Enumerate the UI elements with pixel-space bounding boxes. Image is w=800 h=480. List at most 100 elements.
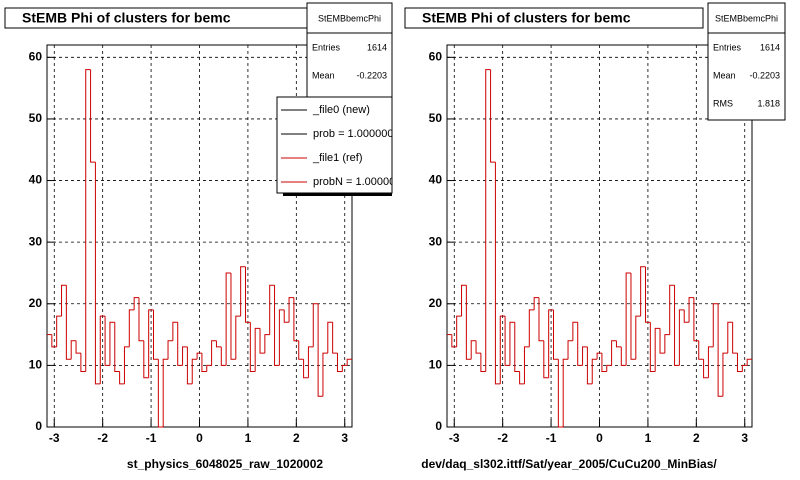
x-tick-label: -3 bbox=[49, 431, 60, 445]
histogram-bin bbox=[567, 340, 573, 360]
histogram-bin bbox=[104, 316, 110, 366]
histogram-bin bbox=[51, 334, 57, 348]
histogram-bin bbox=[727, 321, 733, 354]
histogram-bin bbox=[80, 353, 86, 373]
x-tick-label: 3 bbox=[341, 431, 348, 445]
y-tick-label: 30 bbox=[429, 234, 443, 248]
x-tick-label: 1 bbox=[245, 431, 252, 445]
histogram-bin bbox=[269, 284, 275, 335]
histogram-bin bbox=[307, 346, 314, 378]
histogram-bin bbox=[538, 297, 544, 342]
legend-label: _file1 (ref) bbox=[312, 152, 363, 164]
histogram-bin bbox=[494, 162, 501, 385]
histogram-bin bbox=[283, 309, 290, 323]
x-tick-label: 1 bbox=[645, 431, 652, 445]
y-tick-label: 40 bbox=[429, 173, 443, 187]
histogram-bin bbox=[461, 284, 467, 317]
histogram-bin bbox=[332, 322, 338, 354]
stats-label: RMS bbox=[713, 98, 733, 108]
histogram-bin bbox=[167, 340, 173, 360]
x-axis-label: dev/daq_sl302.ittf/Sat/year_2005/CuCu200… bbox=[421, 457, 717, 471]
histogram-bin bbox=[322, 352, 328, 397]
histogram-bin bbox=[186, 346, 193, 385]
y-tick-label: 20 bbox=[29, 296, 43, 310]
histogram-bin bbox=[606, 364, 612, 372]
histogram-bin bbox=[674, 285, 680, 366]
histogram-bin bbox=[114, 322, 120, 373]
x-tick-label: -1 bbox=[546, 431, 557, 445]
histogram-bin bbox=[148, 309, 154, 378]
stats-name: StEMBbemcPhi bbox=[715, 13, 778, 23]
y-tick-label: 50 bbox=[29, 111, 43, 125]
histogram-bin bbox=[278, 309, 285, 366]
histogram-bin bbox=[741, 364, 748, 372]
histogram-bin bbox=[61, 284, 67, 317]
stats-box bbox=[707, 2, 786, 121]
x-tick-label: 2 bbox=[293, 431, 300, 445]
histogram-bin bbox=[133, 297, 139, 310]
stats-label: Entries bbox=[312, 42, 341, 52]
histogram-bin bbox=[601, 353, 607, 373]
histogram-bin bbox=[722, 352, 728, 397]
histogram-bin bbox=[119, 371, 125, 385]
histogram-bin bbox=[153, 309, 159, 360]
histogram-bin bbox=[162, 358, 169, 427]
histogram-bin bbox=[557, 359, 564, 428]
histogram-bin bbox=[191, 358, 198, 384]
histogram-bin bbox=[336, 353, 343, 373]
histogram-bin bbox=[235, 315, 241, 360]
histogram-bin bbox=[582, 346, 588, 366]
histogram-bin bbox=[611, 340, 617, 366]
histogram-bin bbox=[70, 340, 77, 360]
stats-label: Entries bbox=[713, 42, 742, 52]
histogram-bin bbox=[625, 272, 631, 366]
legend: _file0 (new) prob = 1.000000 _file1 (ref) p… bbox=[281, 104, 392, 188]
histogram-bin bbox=[509, 321, 515, 366]
histogram-bin bbox=[630, 272, 636, 360]
histogram-bin bbox=[317, 303, 323, 397]
histogram-bin bbox=[519, 371, 525, 385]
stats-value: 1614 bbox=[367, 42, 387, 52]
histogram-bin bbox=[303, 359, 309, 379]
histogram-bin bbox=[182, 346, 188, 366]
histogram-bin bbox=[732, 322, 738, 354]
histogram-bin bbox=[312, 303, 319, 347]
histogram-bin bbox=[244, 266, 251, 323]
histogram-bin bbox=[123, 346, 130, 384]
histogram-bin bbox=[698, 340, 704, 360]
y-tick-label: 50 bbox=[429, 111, 443, 125]
histogram-bin bbox=[249, 322, 256, 373]
stats-value: 1.818 bbox=[757, 98, 780, 108]
y-tick-label: 60 bbox=[29, 49, 43, 63]
y-tick-label: 10 bbox=[29, 358, 43, 372]
histogram-bin bbox=[504, 316, 510, 366]
y-tick-label: 60 bbox=[429, 49, 443, 63]
histogram-bin bbox=[240, 266, 246, 317]
x-tick-label: -1 bbox=[146, 431, 157, 445]
histogram-bin bbox=[514, 322, 520, 373]
histogram-bin bbox=[230, 272, 236, 360]
histogram-bin bbox=[746, 358, 752, 366]
stats-label: Mean bbox=[312, 70, 335, 80]
histogram-bin bbox=[215, 340, 222, 348]
histogram-bin bbox=[451, 334, 457, 348]
histogram-bin bbox=[736, 353, 743, 373]
stats-name: StEMBbemcPhi bbox=[318, 13, 381, 23]
histogram-bin bbox=[562, 358, 569, 427]
histogram-bin bbox=[177, 322, 183, 366]
histogram-bin bbox=[615, 340, 622, 348]
y-tick-label: 40 bbox=[29, 173, 43, 187]
stats-value: -0.2203 bbox=[749, 70, 780, 80]
y-tick-label: 0 bbox=[35, 419, 42, 433]
histogram-bin bbox=[56, 315, 62, 347]
histogram-bin bbox=[548, 309, 554, 378]
histogram-bin bbox=[703, 359, 709, 379]
y-tick-label: 30 bbox=[29, 234, 43, 248]
histogram-bin bbox=[490, 69, 496, 163]
histogram-bin bbox=[683, 309, 690, 323]
stats-label: Mean bbox=[713, 70, 736, 80]
stats-value: 1614 bbox=[760, 42, 780, 52]
histogram-bin bbox=[220, 346, 227, 366]
histogram-bin bbox=[693, 297, 699, 342]
histogram-bin bbox=[669, 284, 675, 335]
